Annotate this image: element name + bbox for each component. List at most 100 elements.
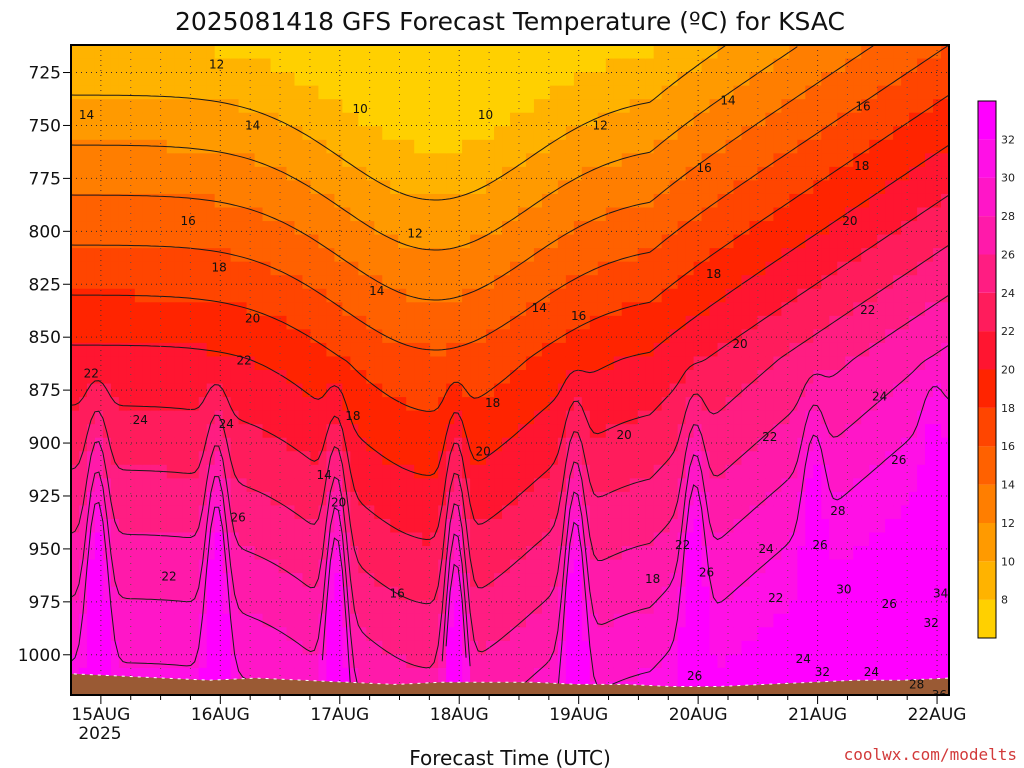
heatmap-cell	[126, 559, 136, 574]
heatmap-cell	[613, 180, 623, 195]
heatmap-cell	[637, 112, 647, 127]
heatmap-cell	[565, 275, 575, 290]
heatmap-cell	[446, 180, 455, 195]
heatmap-cell	[286, 586, 296, 601]
heatmap-cell	[94, 248, 104, 263]
heatmap-cell	[725, 410, 735, 425]
heatmap-cell	[71, 139, 80, 154]
heatmap-cell	[438, 180, 447, 195]
heatmap-cell	[286, 221, 296, 236]
heatmap-cell	[494, 424, 503, 439]
heatmap-cell	[901, 58, 910, 73]
heatmap-cell	[621, 356, 631, 371]
heatmap-cell	[661, 315, 671, 330]
heatmap-cell	[262, 221, 272, 236]
heatmap-cell	[294, 613, 304, 628]
heatmap-cell	[510, 356, 519, 371]
heatmap-cell	[693, 546, 703, 561]
heatmap-cell	[486, 667, 495, 683]
heatmap-cell	[533, 505, 543, 520]
heatmap-cell	[406, 126, 415, 141]
heatmap-cell	[406, 221, 415, 236]
heatmap-cell	[414, 58, 423, 73]
heatmap-cell	[781, 180, 790, 195]
heatmap-cell	[781, 112, 790, 127]
heatmap-cell	[470, 275, 479, 290]
heatmap-cell	[246, 370, 256, 385]
heatmap-cell	[150, 126, 160, 141]
heatmap-cell	[741, 586, 751, 601]
heatmap-cell	[637, 153, 647, 168]
heatmap-cell	[110, 99, 120, 114]
heatmap-cell	[621, 586, 631, 601]
heatmap-cell	[789, 72, 798, 87]
heatmap-cell	[206, 613, 216, 628]
heatmap-cell	[398, 437, 407, 452]
heatmap-cell	[198, 451, 208, 466]
heatmap-cell	[845, 288, 854, 303]
heatmap-cell	[565, 261, 575, 276]
heatmap-cell	[126, 464, 136, 479]
heatmap-cell	[845, 99, 854, 114]
heatmap-cell	[230, 546, 240, 561]
heatmap-cell	[446, 627, 455, 642]
heatmap-cell	[789, 654, 798, 669]
heatmap-cell	[342, 478, 351, 493]
heatmap-cell	[278, 586, 288, 601]
heatmap-cell	[709, 424, 719, 439]
heatmap-cell	[581, 112, 591, 127]
heatmap-cell	[438, 315, 447, 330]
heatmap-cell	[589, 288, 599, 303]
heatmap-cell	[613, 221, 623, 236]
heatmap-cell	[805, 424, 814, 439]
heatmap-cell	[829, 85, 838, 100]
heatmap-cell	[861, 613, 870, 628]
heatmap-cell	[286, 640, 296, 655]
heatmap-cell	[390, 112, 399, 127]
heatmap-cell	[358, 112, 367, 127]
heatmap-cell	[254, 532, 264, 547]
heatmap-cell	[749, 654, 759, 669]
heatmap-cell	[502, 329, 511, 344]
heatmap-cell	[685, 85, 695, 100]
heatmap-cell	[502, 72, 511, 87]
heatmap-cell	[478, 221, 487, 236]
heatmap-cell	[605, 207, 615, 222]
heatmap-cell	[350, 437, 359, 452]
heatmap-cell	[238, 437, 248, 452]
heatmap-cell	[789, 315, 798, 330]
heatmap-cell	[757, 546, 767, 561]
heatmap-cell	[438, 126, 447, 141]
heatmap-cell	[557, 640, 567, 655]
heatmap-cell	[781, 491, 790, 507]
heatmap-cell	[725, 248, 735, 263]
heatmap-cell	[270, 139, 280, 154]
heatmap-cell	[246, 112, 256, 127]
heatmap-cell	[390, 139, 399, 154]
heatmap-cell	[765, 518, 774, 534]
heatmap-cell	[637, 302, 647, 317]
heatmap-cell	[110, 153, 120, 168]
heatmap-cell	[494, 410, 503, 425]
heatmap-cell	[422, 478, 431, 493]
heatmap-cell	[494, 193, 503, 209]
heatmap-cell	[645, 72, 655, 87]
heatmap-cell	[126, 491, 136, 507]
heatmap-cell	[358, 329, 367, 344]
heatmap-cell	[557, 464, 567, 479]
heatmap-cell	[893, 99, 902, 114]
heatmap-cell	[789, 437, 798, 452]
heatmap-cell	[773, 478, 782, 493]
heatmap-cell	[334, 234, 343, 249]
heatmap-cell	[533, 207, 543, 222]
heatmap-cell	[310, 58, 320, 73]
heatmap-cell	[885, 478, 894, 493]
heatmap-cell	[366, 356, 375, 371]
heatmap-cell	[406, 532, 415, 547]
heatmap-cell	[102, 45, 112, 60]
heatmap-cell	[438, 397, 447, 412]
heatmap-cell	[853, 546, 862, 561]
heatmap-cell	[222, 288, 232, 303]
heatmap-cell	[126, 505, 136, 520]
heatmap-cell	[366, 261, 375, 276]
